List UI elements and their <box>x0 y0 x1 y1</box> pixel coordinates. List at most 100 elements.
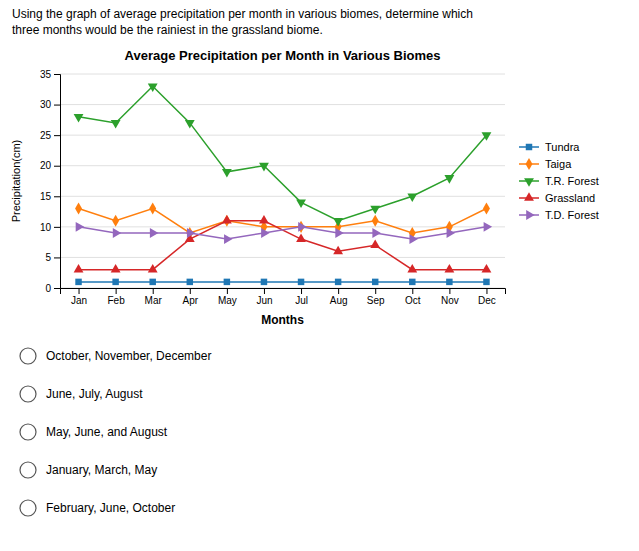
point <box>112 279 118 285</box>
x-tick: May <box>218 288 237 306</box>
y-tick-label: 10 <box>40 222 52 233</box>
grid-line <box>60 196 505 197</box>
point <box>446 279 452 285</box>
x-tick-mark <box>301 288 302 294</box>
y-tick-label: 15 <box>40 191 52 202</box>
option-label[interactable]: February, June, October <box>46 501 175 515</box>
grid-line <box>60 104 505 105</box>
x-tick: Feb <box>108 288 126 306</box>
x-tick: Oct <box>405 288 421 306</box>
x-tick-label: Jul <box>295 295 308 306</box>
point <box>444 175 454 184</box>
point <box>484 222 493 232</box>
chart-title: Average Precipitation per Month in Vario… <box>125 48 441 63</box>
point <box>185 120 195 129</box>
point <box>296 233 306 242</box>
option[interactable]: October, November, December <box>20 348 211 364</box>
x-tick-mark <box>449 288 450 294</box>
point <box>148 83 158 92</box>
point <box>75 202 82 214</box>
option[interactable]: May, June, and August <box>20 424 168 440</box>
question-line: three months would be the rainiest in th… <box>12 23 323 37</box>
point <box>409 279 415 285</box>
option-label[interactable]: June, July, August <box>46 387 143 401</box>
y-tick-label: 35 <box>40 69 52 80</box>
y-tick-label: 20 <box>40 160 52 171</box>
y-tick: 25 <box>40 130 60 141</box>
option-label[interactable]: October, November, December <box>46 349 211 363</box>
point <box>482 264 492 273</box>
y-tick-mark <box>54 196 60 197</box>
y-tick-label: 25 <box>40 130 52 141</box>
point <box>372 279 378 285</box>
point <box>409 234 418 244</box>
point <box>111 264 121 273</box>
point <box>112 215 119 227</box>
y-tick: 35 <box>40 69 60 80</box>
point <box>298 222 307 232</box>
x-tick: Sep <box>367 288 385 306</box>
point <box>261 228 270 238</box>
x-tick-mark <box>375 288 376 294</box>
point <box>335 279 341 285</box>
x-tick-mark <box>227 288 228 294</box>
point <box>149 279 155 285</box>
options: October, November, December June, July, A… <box>20 348 211 516</box>
x-axis-line <box>61 289 506 295</box>
grid-line <box>60 74 505 75</box>
x-tick: Jul <box>295 288 308 306</box>
grid-line <box>60 257 505 258</box>
point <box>261 279 267 285</box>
y-tick-label: 5 <box>45 252 51 263</box>
page: Using the graph of average precipitation… <box>0 0 639 551</box>
x-tick-label: Sep <box>367 295 385 306</box>
legend-symbol <box>526 158 533 170</box>
grid-line <box>60 135 505 136</box>
point <box>222 169 232 178</box>
y-tick: 10 <box>40 222 60 233</box>
legend-symbol <box>526 144 532 150</box>
question-line: Using the graph of average precipitation… <box>12 7 473 21</box>
x-tick-mark <box>338 288 339 294</box>
y-tick: 30 <box>40 99 60 110</box>
grid-line <box>60 165 505 166</box>
point <box>407 193 417 202</box>
series-line <box>79 86 487 221</box>
x-tick-label: Aug <box>330 295 348 306</box>
point <box>187 228 196 238</box>
x-tick: Jan <box>71 288 87 306</box>
point <box>296 200 306 209</box>
x-tick: Nov <box>441 288 459 306</box>
option[interactable]: January, March, May <box>20 462 157 478</box>
y-axis-title: Precipitation(cm) <box>10 140 22 223</box>
x-tick-label: Oct <box>405 295 421 306</box>
x-tick: Mar <box>145 288 163 306</box>
option[interactable]: June, July, August <box>20 386 143 402</box>
question: Using the graph of average precipitation… <box>12 7 473 37</box>
point <box>113 228 122 238</box>
x-tick: Jun <box>256 288 272 306</box>
x-tick-mark <box>79 288 80 294</box>
option[interactable]: February, June, October <box>20 500 175 516</box>
point <box>335 228 344 238</box>
option-label[interactable]: May, June, and August <box>46 425 168 439</box>
point <box>187 279 193 285</box>
point <box>370 240 380 249</box>
point <box>111 120 121 129</box>
y-tick-mark <box>54 135 60 136</box>
point <box>259 163 269 172</box>
radio-button[interactable] <box>20 500 36 516</box>
series-line <box>79 227 487 239</box>
radio-button[interactable] <box>20 462 36 478</box>
x-tick-mark <box>264 288 265 294</box>
point <box>482 132 492 141</box>
legend-label: Grassland <box>545 192 595 204</box>
option-label[interactable]: January, March, May <box>46 463 157 477</box>
point <box>74 114 84 123</box>
y-tick-mark <box>54 257 60 258</box>
radio-button[interactable] <box>20 386 36 402</box>
y-tick: 20 <box>40 160 60 171</box>
series-line <box>79 221 487 270</box>
radio-button[interactable] <box>20 424 36 440</box>
radio-button[interactable] <box>20 348 36 364</box>
